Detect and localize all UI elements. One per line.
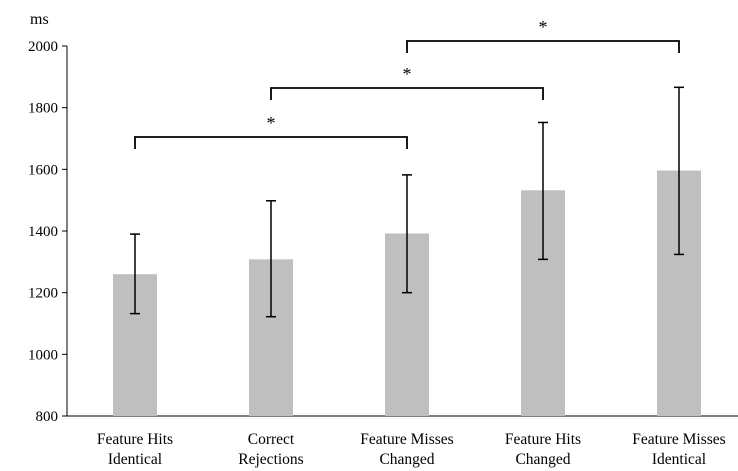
x-category-label: Feature Misses Identical [632,431,725,468]
x-category-label: Correct Rejections [238,431,303,468]
significance-brackets: * * * [134,17,680,149]
significance-star: * [539,17,548,37]
x-category-label-line: Changed [515,451,570,468]
significance-star: * [267,113,276,133]
y-tick-label: 1800 [28,101,58,117]
x-category-label-line: Feature Misses [632,431,725,448]
x-category-label-line: Identical [652,451,706,468]
significance-bracket [406,40,680,53]
y-tick-label: 1000 [28,347,58,363]
x-category-label-line: Feature Misses [360,431,453,448]
error-bars [130,86,684,318]
y-axis: 800 1000 1200 1400 1600 1800 2000 [28,39,68,425]
x-category-label: Feature Hits Changed [505,431,581,468]
significance-bracket [134,136,408,149]
x-category-label: Feature Misses Changed [360,431,453,468]
x-category-label-line: Correct [248,431,295,448]
x-category-label: Feature Hits Identical [97,431,173,468]
x-category-label-line: Feature Hits [97,431,173,448]
x-category-label-line: Feature Hits [505,431,581,448]
significance-star: * [403,64,412,84]
x-category-label-line: Rejections [238,451,303,468]
y-tick-label: 1400 [28,224,58,240]
y-tick-label: 2000 [28,39,58,55]
x-category-label-line: Identical [108,451,162,468]
x-category-label-line: Changed [379,451,434,468]
y-tick-label: 1600 [28,162,58,178]
y-unit-label: ms [30,11,49,28]
significance-bracket [270,87,544,100]
y-tick-label: 1200 [28,286,58,302]
x-axis: Feature Hits Identical Correct Rejections Fe… [67,415,738,468]
y-tick-label: 800 [36,409,59,425]
